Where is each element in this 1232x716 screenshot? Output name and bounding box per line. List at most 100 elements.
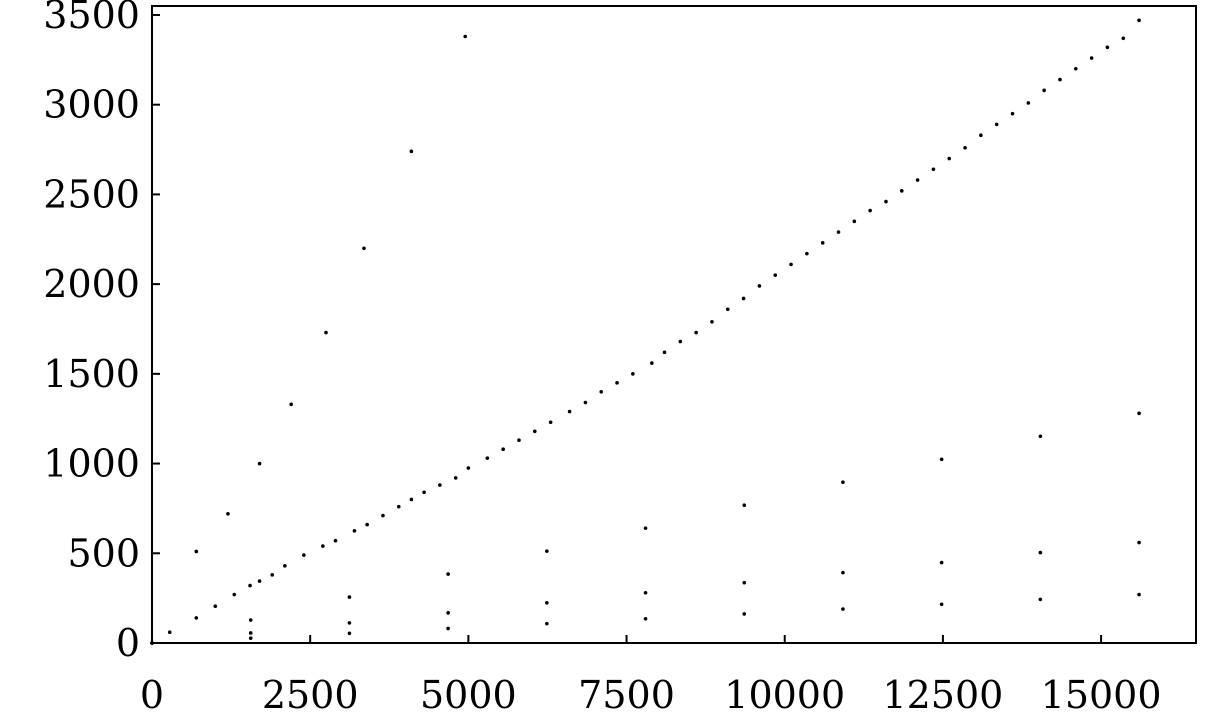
data-point xyxy=(409,497,414,502)
data-point xyxy=(1058,77,1062,82)
data-point xyxy=(453,476,458,480)
data-point xyxy=(1121,36,1126,41)
data-point xyxy=(773,273,778,277)
data-point xyxy=(694,330,698,335)
x-tick-label: 15000 xyxy=(1041,673,1162,716)
plot-points xyxy=(150,18,1141,645)
data-point xyxy=(517,438,521,443)
data-point xyxy=(333,538,338,543)
data-point xyxy=(868,208,872,213)
data-point xyxy=(820,241,825,245)
data-point xyxy=(248,618,253,622)
data-point xyxy=(1042,88,1046,93)
data-point xyxy=(396,504,401,509)
data-point xyxy=(899,189,904,193)
data-point xyxy=(422,490,426,495)
data-point xyxy=(841,570,845,575)
data-point xyxy=(947,156,952,161)
data-point xyxy=(615,381,619,385)
data-point xyxy=(321,544,325,548)
data-point xyxy=(742,580,747,585)
data-point xyxy=(1089,56,1094,60)
data-point xyxy=(466,466,471,470)
data-point xyxy=(583,400,588,405)
data-point xyxy=(352,529,357,533)
data-point xyxy=(805,251,809,256)
data-point xyxy=(1137,18,1141,23)
data-point xyxy=(446,626,450,631)
data-point xyxy=(283,564,287,568)
data-point xyxy=(1038,434,1043,439)
data-point xyxy=(710,320,714,324)
data-point xyxy=(463,34,468,39)
x-tick-label: 5000 xyxy=(420,673,517,716)
data-point xyxy=(599,389,604,394)
data-point xyxy=(257,579,262,583)
data-point xyxy=(1073,67,1078,71)
data-point xyxy=(232,592,237,597)
y-axis: 0 500 1000 1500 2000 2500 3000 3500 xyxy=(43,0,160,665)
plot-frame xyxy=(151,5,1197,644)
x-tick-label: 0 xyxy=(140,673,164,716)
data-point xyxy=(324,330,328,335)
y-tick-label: 0 xyxy=(116,621,140,665)
data-point xyxy=(643,590,648,595)
data-point xyxy=(347,595,352,599)
y-tick-label: 1000 xyxy=(43,442,140,486)
data-point xyxy=(1137,540,1141,545)
y-tick-label: 3000 xyxy=(43,83,140,127)
x-tick-label: 10000 xyxy=(724,673,845,716)
data-point xyxy=(194,616,199,620)
data-point xyxy=(757,284,762,288)
data-point xyxy=(270,573,275,577)
y-tick-label: 2500 xyxy=(43,172,140,216)
data-point xyxy=(994,122,999,127)
data-point xyxy=(650,361,654,365)
data-point xyxy=(248,631,253,635)
data-point xyxy=(365,522,369,527)
data-point xyxy=(841,480,845,485)
data-point xyxy=(545,601,549,605)
data-point xyxy=(742,612,747,616)
data-point xyxy=(678,339,683,344)
data-point xyxy=(884,199,888,204)
data-point xyxy=(167,630,172,635)
data-point xyxy=(789,262,793,267)
data-point xyxy=(939,602,944,607)
data-point xyxy=(409,149,414,154)
data-point xyxy=(248,583,252,588)
data-point xyxy=(979,133,983,137)
x-tick-label: 12500 xyxy=(882,673,1003,716)
data-point xyxy=(302,553,306,557)
data-point xyxy=(742,503,747,507)
y-tick-label: 3500 xyxy=(43,0,140,37)
data-point xyxy=(741,296,746,301)
x-axis: 0 2500 5000 7500 10000 12500 15000 xyxy=(140,635,1162,716)
data-point xyxy=(1026,101,1031,105)
data-point xyxy=(631,372,635,376)
data-point xyxy=(548,420,553,425)
data-point xyxy=(347,621,352,625)
x-tick-label: 7500 xyxy=(578,673,675,716)
data-point xyxy=(643,616,648,621)
data-point xyxy=(381,513,385,518)
data-point xyxy=(643,526,648,530)
data-point xyxy=(931,167,936,172)
data-point xyxy=(963,145,967,150)
data-point xyxy=(915,178,920,182)
data-point xyxy=(939,560,944,565)
data-point xyxy=(939,457,944,462)
data-point xyxy=(226,512,230,516)
y-tick-label: 1500 xyxy=(43,352,140,396)
data-point xyxy=(213,604,218,609)
data-point xyxy=(836,230,841,234)
data-point xyxy=(841,607,845,611)
data-point xyxy=(438,483,442,487)
data-point xyxy=(446,572,450,576)
y-tick-label: 500 xyxy=(67,531,140,575)
data-point xyxy=(1105,45,1110,50)
data-point xyxy=(289,402,294,407)
data-point xyxy=(362,246,366,251)
y-tick-label: 2000 xyxy=(43,262,140,306)
data-point xyxy=(1038,550,1043,555)
